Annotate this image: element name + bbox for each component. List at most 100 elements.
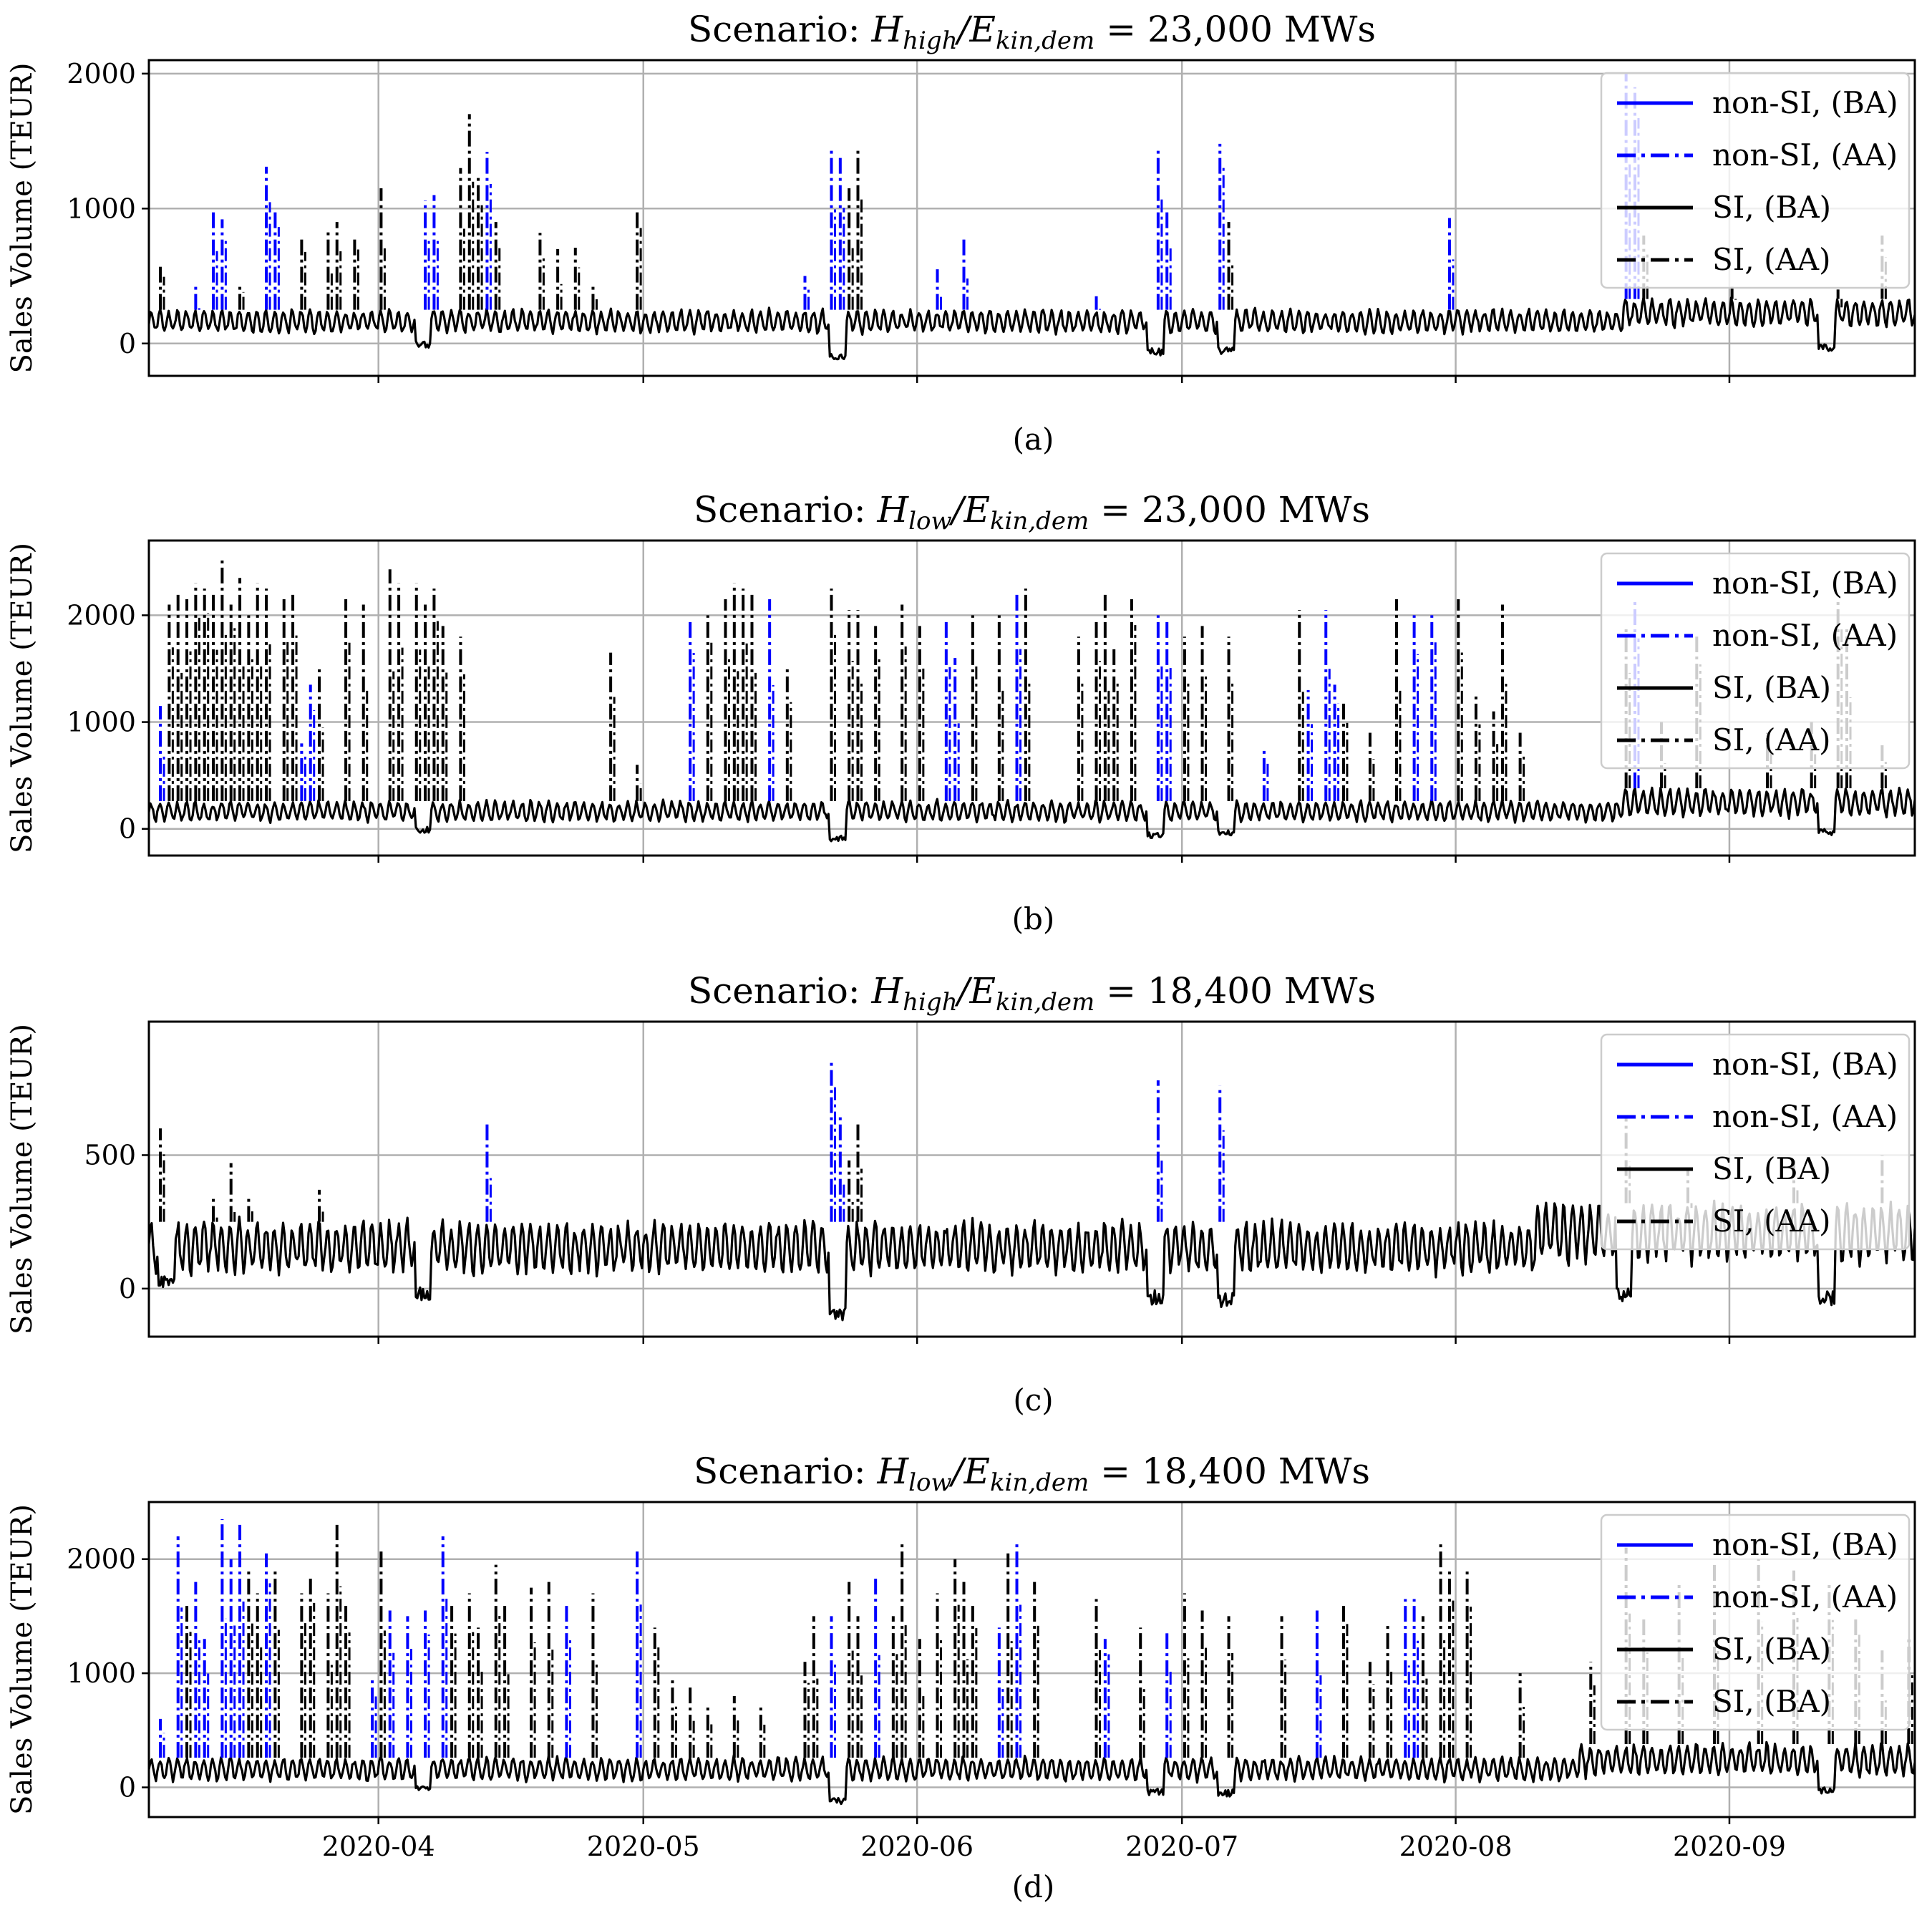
spike-mark xyxy=(636,211,642,310)
y-tick-label: 1000 xyxy=(67,1657,136,1689)
panel-4: 0 1000 2000 2020-04 2020-05 2020-06 2020-07 202… xyxy=(6,1450,1916,1904)
chart-title: Scenario: Hhigh/Ekin,dem = 18,400 MWs xyxy=(688,970,1376,1017)
plot-frame xyxy=(147,1501,1916,1818)
y-axis-label: Sales Volume (TEUR) xyxy=(6,1504,39,1815)
spike-mark xyxy=(653,1627,660,1758)
spike-mark xyxy=(494,1564,501,1758)
y-tick-label: 2000 xyxy=(67,1544,136,1575)
spike-mark xyxy=(1447,218,1455,310)
legend-entry: non-SI, (BA) xyxy=(1617,1527,1898,1562)
series-line-si-ba xyxy=(149,786,1915,843)
series-line-si-ba xyxy=(149,1740,1915,1806)
spike-mark xyxy=(494,222,501,310)
spike-mark xyxy=(1103,1639,1110,1758)
spike-mark xyxy=(503,1604,510,1758)
spike-mark xyxy=(441,1536,448,1758)
spike-mark xyxy=(485,152,492,310)
spike-mark xyxy=(609,652,616,801)
spike-mark xyxy=(194,1582,200,1758)
spike-mark xyxy=(812,1616,819,1758)
spike-mark xyxy=(291,594,298,801)
legend-label: non-SI, (BA) xyxy=(1712,85,1898,120)
spike-mark xyxy=(229,1559,236,1758)
chart-title: Scenario: Hhigh/Ekin,dem = 23,000 MWs xyxy=(688,9,1376,55)
spike-mark xyxy=(309,684,316,801)
legend: non-SI, (BA) non-SI, (AA) SI, (BA) SI, (AA) xyxy=(1600,1033,1911,1251)
panel-caption: (b) xyxy=(1012,901,1055,936)
x-tick-label: 2020-08 xyxy=(1399,1831,1513,1862)
chart-title: Scenario: Hlow/Ekin,dem = 18,400 MWs xyxy=(694,1450,1370,1497)
spike-mark xyxy=(1139,1627,1145,1758)
spike-mark xyxy=(159,706,165,801)
legend-label: SI, (AA) xyxy=(1712,242,1831,277)
spike-mark xyxy=(591,282,598,310)
spike-mark xyxy=(848,609,854,801)
y-tick-label: 2000 xyxy=(67,599,136,631)
spike-mark xyxy=(459,168,465,310)
y-tick-label: 500 xyxy=(84,1139,136,1171)
legend-entry: SI, (BA) xyxy=(1617,1151,1831,1186)
spike-mark xyxy=(256,1593,263,1758)
spike-mark xyxy=(689,620,695,801)
spike-mark xyxy=(1077,636,1084,801)
spike-mark xyxy=(830,147,836,310)
spike-mark xyxy=(1315,1610,1322,1758)
spike-mark xyxy=(918,626,925,801)
spike-mark xyxy=(1200,1610,1208,1758)
spike-mark xyxy=(335,222,342,310)
spike-mark xyxy=(856,147,863,310)
spike-mark xyxy=(467,114,475,310)
spike-mark xyxy=(1341,700,1349,801)
spike-mark xyxy=(247,1570,253,1758)
spike-mark xyxy=(159,262,165,310)
spike-mark xyxy=(1394,599,1402,801)
spike-mark xyxy=(220,558,227,801)
spike-mark xyxy=(803,276,810,310)
legend-entry: non-SI, (BA) xyxy=(1617,1047,1898,1082)
spike-mark xyxy=(1094,296,1102,310)
spike-mark xyxy=(432,589,439,801)
y-tick-label: 1000 xyxy=(67,193,136,224)
spike-mark xyxy=(838,157,845,310)
spike-mark xyxy=(1518,732,1525,801)
legend-entry: non-SI, (BA) xyxy=(1617,85,1898,120)
spike-mark xyxy=(424,1610,430,1758)
legend-label: SI, (AA) xyxy=(1712,1203,1831,1239)
spike-mark xyxy=(238,578,245,801)
spike-mark xyxy=(874,1576,880,1758)
legend-label: SI, (BA) xyxy=(1712,1151,1831,1186)
panel-1: 0 1000 2000 Sales Volume (TEUR) Scenario: Hh… xyxy=(6,9,1916,457)
plot-frame xyxy=(147,1020,1916,1338)
x-tick-label: 2020-09 xyxy=(1673,1831,1786,1862)
spike-mark xyxy=(185,599,192,801)
spike-mark xyxy=(538,233,545,310)
spike-mark xyxy=(1227,636,1234,801)
spike-mark xyxy=(1006,1553,1013,1758)
spike-mark xyxy=(477,175,483,310)
spike-mark xyxy=(1130,599,1137,801)
y-tick-label: 0 xyxy=(119,1772,136,1803)
spike-mark xyxy=(573,247,581,310)
spike-mark xyxy=(1280,1616,1287,1758)
spike-mark xyxy=(424,604,430,801)
legend-entry: SI, (AA) xyxy=(1617,1203,1831,1239)
y-tick-label: 0 xyxy=(119,328,136,359)
spike-mark xyxy=(424,200,430,310)
y-tick-label: 1000 xyxy=(67,707,136,738)
spike-mark xyxy=(830,1059,836,1222)
spike-mark xyxy=(1183,636,1190,801)
spike-mark xyxy=(326,228,333,310)
legend-label: non-SI, (AA) xyxy=(1712,137,1898,173)
spike-mark xyxy=(768,599,775,801)
spike-mark xyxy=(1465,1570,1472,1758)
spike-mark xyxy=(1033,1582,1039,1758)
spike-mark xyxy=(848,1160,854,1222)
spike-mark xyxy=(997,615,1004,801)
spike-mark xyxy=(371,1679,377,1758)
legend-entry: non-SI, (BA) xyxy=(1617,566,1898,601)
spike-mark xyxy=(732,583,739,801)
legend: non-SI, (BA) non-SI, (AA) SI, (BA) SI, (AA) xyxy=(1600,552,1911,770)
spike-mark xyxy=(212,211,218,310)
spike-mark xyxy=(467,1593,475,1758)
spike-mark xyxy=(1518,1673,1525,1758)
